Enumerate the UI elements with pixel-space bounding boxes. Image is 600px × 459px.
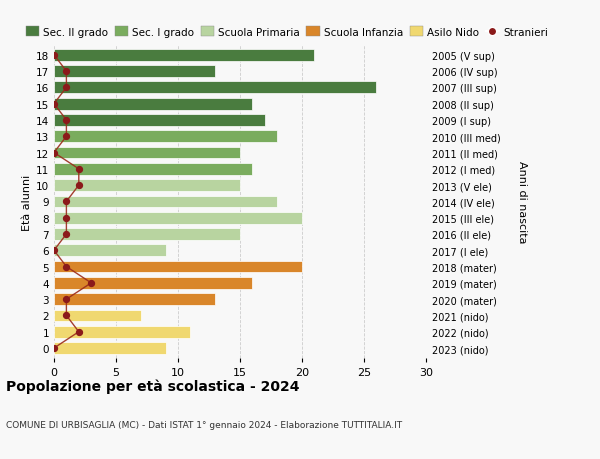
Point [62, 312, 71, 319]
Point [74, 166, 83, 173]
Bar [54, 180, 240, 191]
Point [74, 182, 83, 190]
Point [62, 296, 71, 303]
Point [49, 101, 59, 108]
Point [62, 133, 71, 140]
Bar [54, 99, 253, 110]
Point [49, 52, 59, 59]
Point [49, 345, 59, 352]
Point [62, 231, 71, 238]
Point [74, 328, 83, 336]
Bar [54, 245, 166, 257]
Bar [54, 147, 240, 159]
Bar [54, 196, 277, 208]
Point [49, 150, 59, 157]
Bar [54, 310, 141, 322]
Bar [54, 277, 253, 289]
Bar [54, 50, 314, 62]
Bar [54, 163, 253, 175]
Y-axis label: Età alunni: Età alunni [22, 174, 32, 230]
Point [62, 117, 71, 124]
Text: Popolazione per età scolastica - 2024: Popolazione per età scolastica - 2024 [6, 379, 299, 393]
Bar [54, 82, 376, 94]
Bar [54, 213, 302, 224]
Point [62, 198, 71, 206]
Bar [54, 294, 215, 305]
Bar [54, 131, 277, 143]
Point [62, 214, 71, 222]
Legend: Sec. II grado, Sec. I grado, Scuola Primaria, Scuola Infanzia, Asilo Nido, Stran: Sec. II grado, Sec. I grado, Scuola Prim… [26, 28, 548, 38]
Point [62, 68, 71, 76]
Bar [54, 342, 166, 354]
Bar [54, 229, 240, 241]
Y-axis label: Anni di nascita: Anni di nascita [517, 161, 527, 243]
Point [86, 280, 96, 287]
Point [49, 247, 59, 254]
Bar [54, 326, 190, 338]
Bar [54, 115, 265, 127]
Point [62, 84, 71, 92]
Bar [54, 261, 302, 273]
Bar [54, 66, 215, 78]
Point [62, 263, 71, 271]
Text: COMUNE DI URBISAGLIA (MC) - Dati ISTAT 1° gennaio 2024 - Elaborazione TUTTITALIA: COMUNE DI URBISAGLIA (MC) - Dati ISTAT 1… [6, 420, 402, 429]
